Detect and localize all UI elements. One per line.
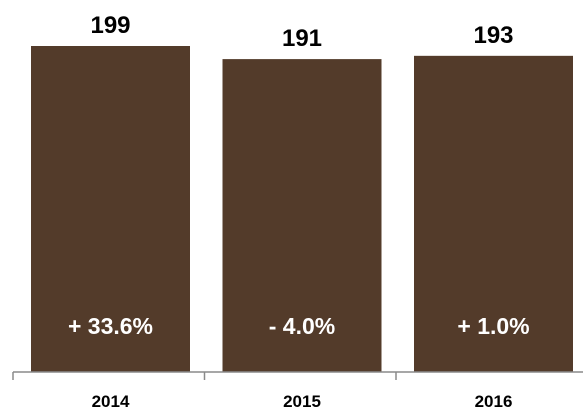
- value-label-2015: 191: [282, 25, 322, 52]
- bar-2014: [31, 46, 190, 372]
- change-label-2014: + 33.6%: [68, 313, 153, 339]
- bar-2016: [414, 55, 573, 372]
- labels-layer: 199 + 33.6% 2014 191 - 4.0% 2015 193 + 1.0% 2016: [68, 12, 530, 411]
- change-label-2015: - 4.0%: [269, 313, 335, 339]
- change-label-2016: + 1.0%: [457, 313, 529, 339]
- bars-layer: [31, 46, 573, 372]
- bar-2015: [222, 59, 382, 372]
- value-label-2014: 199: [90, 12, 130, 39]
- value-label-2016: 193: [473, 22, 513, 49]
- x-tick-label-2014: 2014: [92, 392, 130, 411]
- x-tick-label-2015: 2015: [283, 392, 321, 411]
- x-axis: [12, 371, 583, 380]
- x-tick-label-2016: 2016: [475, 392, 513, 411]
